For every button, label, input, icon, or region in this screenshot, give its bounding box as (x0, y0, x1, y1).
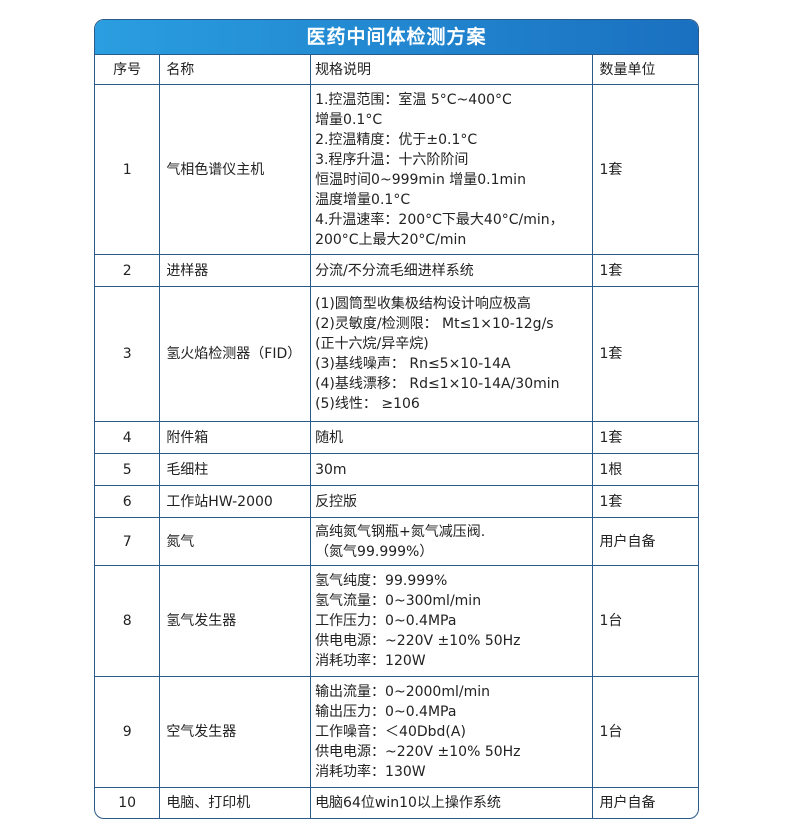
spec-line: 温度增量0.1°C (315, 191, 411, 208)
plan-table-container: 医药中间体检测方案 序号 名称 规格说明 数量单位 1 气相色谱仪主机 1.控温范围… (94, 19, 699, 819)
header-qty: 数量单位 (592, 54, 698, 85)
spec-line: (2)灵敏度/检测限： Mt≤1×10-12g/s (315, 316, 554, 332)
table-row: 2 进样器 分流/不分流毛细进样系统 1套 (95, 254, 698, 287)
spec-line: 3.程序升温：十六阶阶间 (315, 151, 469, 168)
row-spec: 电脑64位win10以上操作系统 (310, 787, 594, 818)
row-spec: 氢气纯度：99.999% 氢气流量：0~300ml/min 工作压力：0~0.4MP… (310, 565, 594, 677)
table-row: 7 氮气 高纯氮气钢瓶+氮气减压阀. （氮气99.999%） 用户自备 (95, 517, 698, 566)
row-spec: 输出流量：0~2000ml/min 输出压力：0~0.4MPa 工作噪音：＜40Db… (310, 676, 594, 788)
row-spec: 高纯氮气钢瓶+氮气减压阀. （氮气99.999%） (310, 517, 594, 566)
spec-line: 随机 (315, 429, 344, 446)
spec-line: 消耗功率：120W (315, 653, 426, 669)
row-number: 7 (95, 517, 161, 566)
table-row: 8 氢气发生器 氢气纯度：99.999% 氢气流量：0~300ml/min 工作压力：0… (95, 565, 698, 677)
spec-line: 1.控温范围：室温 5°C~400°C (315, 91, 512, 108)
row-number: 3 (95, 286, 161, 422)
row-quantity: 1套 (592, 254, 698, 287)
spec-line: 30m (315, 461, 347, 478)
row-quantity: 1套 (592, 84, 698, 255)
spec-line: 高纯氮气钢瓶+氮气减压阀. (315, 523, 486, 540)
spec-line: 分流/不分流毛细进样系统 (315, 262, 474, 279)
row-spec: 反控版 (310, 485, 594, 518)
header-row: 序号 名称 规格说明 数量单位 (95, 54, 698, 85)
row-name: 电脑、打印机 (159, 787, 312, 818)
header-no: 序号 (95, 54, 161, 85)
table-row: 5 毛细柱 30m 1根 (95, 453, 698, 486)
spec-line: 2.控温精度：优于±0.1°C (315, 131, 478, 148)
spec-line: (1)圆筒型收集极结构设计响应极高 (315, 296, 531, 312)
row-name: 空气发生器 (159, 676, 312, 788)
spec-line: 消耗功率：130W (315, 764, 426, 780)
spec-line: 4.升温速率：200°C下最大40°C/min， (315, 211, 564, 228)
row-quantity: 1套 (592, 485, 698, 518)
table-row: 10 电脑、打印机 电脑64位win10以上操作系统 用户自备 (95, 787, 698, 818)
table-title: 医药中间体检测方案 (95, 20, 698, 54)
row-number: 9 (95, 676, 161, 788)
row-name: 工作站HW-2000 (159, 485, 312, 518)
row-quantity: 1套 (592, 286, 698, 422)
row-quantity: 用户自备 (592, 787, 698, 818)
spec-line: （氮气99.999%） (315, 543, 434, 560)
spec-line: 工作噪音：＜40Dbd(A) (315, 724, 466, 740)
row-quantity: 1套 (592, 421, 698, 454)
row-quantity: 1台 (592, 676, 698, 788)
spec-line: 输出压力：0~0.4MPa (315, 704, 457, 720)
table-row: 6 工作站HW-2000 反控版 1套 (95, 485, 698, 518)
row-quantity: 用户自备 (592, 517, 698, 566)
spec-line: 氢气纯度：99.999% (315, 573, 448, 589)
spec-line: (3)基线噪声： Rn≤5×10-14A (315, 356, 511, 372)
spec-line: 反控版 (315, 493, 358, 510)
table-row: 4 附件箱 随机 1套 (95, 421, 698, 454)
row-number: 1 (95, 84, 161, 255)
table-row: 3 氢火焰检测器（FID） (1)圆筒型收集极结构设计响应极高 (2)灵敏度/检测限：… (95, 286, 698, 422)
table-row: 9 空气发生器 输出流量：0~2000ml/min 输出压力：0~0.4MPa 工作噪音… (95, 676, 698, 788)
spec-line: (4)基线漂移： Rd≤1×10-14A/30min (315, 376, 560, 392)
spec-line: 恒温时间0~999min 增量0.1min (315, 171, 526, 188)
spec-line: 供电电源：~220V ±10% 50Hz (315, 633, 521, 649)
row-name: 毛细柱 (159, 453, 312, 486)
plan-table: 序号 名称 规格说明 数量单位 1 气相色谱仪主机 1.控温范围：室温 5°C~40… (95, 54, 698, 818)
row-name: 气相色谱仪主机 (159, 84, 312, 255)
row-number: 4 (95, 421, 161, 454)
row-number: 2 (95, 254, 161, 287)
table-row: 1 气相色谱仪主机 1.控温范围：室温 5°C~400°C 增量0.1°C 2.控温精度… (95, 84, 698, 255)
spec-line: 增量0.1°C (315, 111, 383, 128)
header-name: 名称 (159, 54, 312, 85)
header-spec: 规格说明 (310, 54, 594, 85)
row-name: 附件箱 (159, 421, 312, 454)
row-name: 氢气发生器 (159, 565, 312, 677)
spec-line: 200°C上最大20°C/min (315, 231, 467, 248)
row-number: 5 (95, 453, 161, 486)
row-quantity: 1台 (592, 565, 698, 677)
spec-line: 电脑64位win10以上操作系统 (315, 794, 501, 811)
spec-line: 供电电源：~220V ±10% 50Hz (315, 744, 521, 760)
spec-line: 输出流量：0~2000ml/min (315, 684, 490, 700)
row-spec: (1)圆筒型收集极结构设计响应极高 (2)灵敏度/检测限： Mt≤1×10-12g… (310, 286, 594, 422)
row-spec: 分流/不分流毛细进样系统 (310, 254, 594, 287)
row-name: 氢火焰检测器（FID） (159, 286, 312, 422)
spec-line: (5)线性： ≥106 (315, 396, 420, 412)
row-number: 6 (95, 485, 161, 518)
row-name: 氮气 (159, 517, 312, 566)
spec-line: 工作压力：0~0.4MPa (315, 613, 457, 629)
row-quantity: 1根 (592, 453, 698, 486)
row-name: 进样器 (159, 254, 312, 287)
row-spec: 1.控温范围：室温 5°C~400°C 增量0.1°C 2.控温精度：优于±0.1°… (310, 84, 594, 255)
row-number: 8 (95, 565, 161, 677)
row-number: 10 (95, 787, 161, 818)
row-spec: 随机 (310, 421, 594, 454)
row-spec: 30m (310, 453, 594, 486)
spec-line: 氢气流量：0~300ml/min (315, 593, 482, 609)
spec-line: (正十六烷/异辛烷) (315, 336, 429, 352)
